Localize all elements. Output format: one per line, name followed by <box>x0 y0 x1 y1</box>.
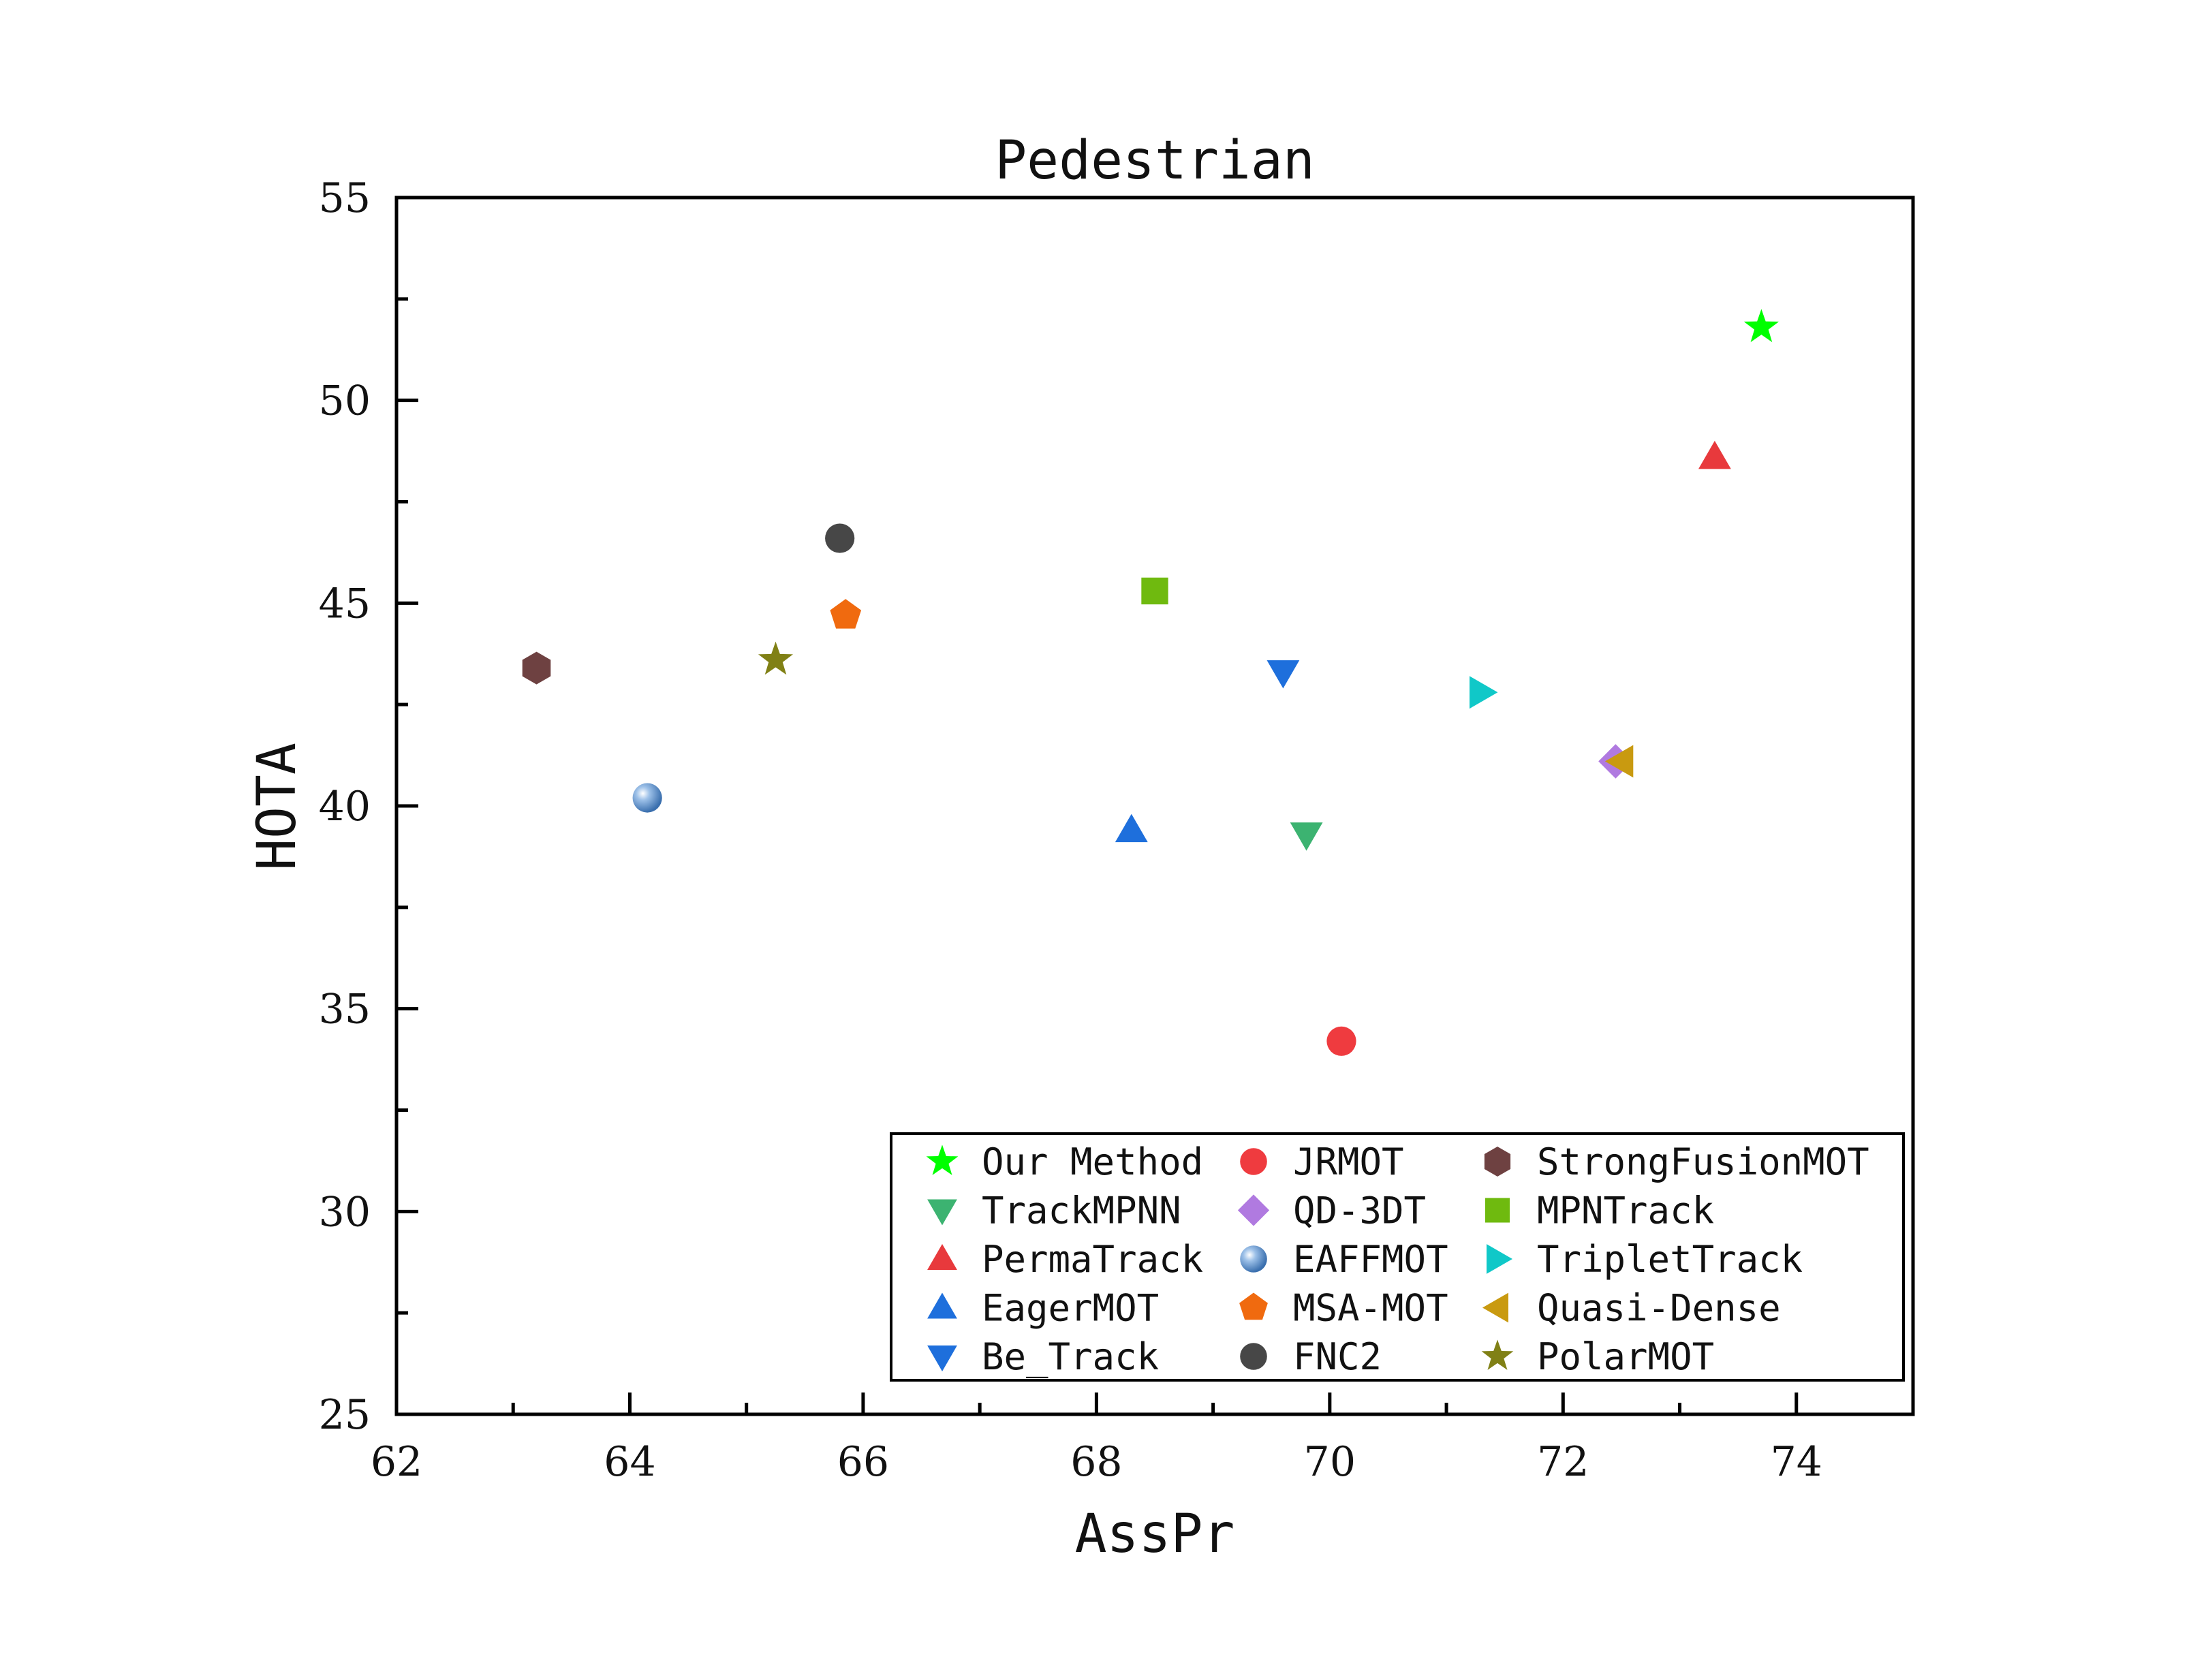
legend-label-eagermot: EagerMOT <box>982 1287 1159 1330</box>
legend-marker-jrmot <box>1240 1148 1267 1175</box>
legend-marker-qd-3dt <box>1237 1194 1270 1226</box>
point-our-method <box>1743 309 1779 343</box>
point-trackmpnn <box>1290 822 1323 851</box>
y-tick-label: 45 <box>319 580 371 627</box>
legend-marker-trackmpnn <box>927 1199 957 1226</box>
legend-marker-eagermot <box>927 1292 957 1319</box>
point-triplettrack <box>1470 676 1498 709</box>
y-tick-label: 30 <box>319 1188 371 1236</box>
point-be-track <box>1267 660 1300 689</box>
point-quasi-dense <box>1604 745 1634 778</box>
x-tick-label: 72 <box>1537 1438 1589 1486</box>
legend-marker-fnc2 <box>1240 1343 1267 1370</box>
point-eagermot <box>1115 813 1148 843</box>
legend-label-fnc2: FNC2 <box>1293 1335 1382 1378</box>
point-jrmot <box>1326 1026 1356 1056</box>
point-permatrack <box>1698 441 1731 469</box>
legend-label-quasi-dense: Quasi-Dense <box>1537 1287 1781 1330</box>
legend-marker-our-method <box>926 1145 959 1175</box>
legend-label-permatrack: PermaTrack <box>982 1238 1203 1281</box>
x-tick-label: 74 <box>1771 1438 1822 1486</box>
chart-title: Pedestrian <box>995 130 1315 191</box>
point-msa-mot <box>830 599 862 629</box>
legend-marker-permatrack <box>927 1244 957 1270</box>
legend-marker-quasi-dense <box>1482 1292 1508 1323</box>
x-tick-label: 70 <box>1304 1438 1356 1486</box>
legend-label-be-track: Be_Track <box>982 1335 1159 1378</box>
point-strongfusionmot <box>522 651 551 685</box>
x-tick-label: 68 <box>1070 1438 1122 1486</box>
x-axis-title: AssPr <box>1075 1504 1235 1565</box>
y-axis-title: HOTA <box>247 743 308 871</box>
legend-label-triplettrack: TripletTrack <box>1537 1238 1803 1281</box>
legend-marker-polarmot <box>1481 1339 1514 1370</box>
legend-marker-triplettrack <box>1487 1244 1512 1274</box>
legend-label-mpntrack: MPNTrack <box>1537 1189 1714 1232</box>
legend-label-strongfusionmot: StrongFusionMOT <box>1537 1140 1869 1183</box>
legend-label-polarmot: PolarMOT <box>1537 1335 1714 1378</box>
x-tick-label: 64 <box>604 1438 655 1486</box>
point-eaffmot <box>632 783 662 813</box>
legend-label-trackmpnn: TrackMPNN <box>982 1189 1181 1232</box>
y-tick-label: 25 <box>319 1391 371 1439</box>
legend-label-our-method: Our Method <box>982 1140 1203 1183</box>
legend-marker-eaffmot <box>1240 1245 1267 1273</box>
point-mpntrack <box>1141 577 1168 605</box>
y-tick-label: 50 <box>319 377 371 425</box>
y-tick-label: 55 <box>319 174 371 222</box>
legend-marker-mpntrack <box>1485 1198 1510 1223</box>
legend-marker-msa-mot <box>1239 1292 1268 1320</box>
legend-label-eaffmot: EAFFMOT <box>1293 1238 1448 1281</box>
legend-marker-strongfusionmot <box>1484 1147 1511 1177</box>
point-fnc2 <box>825 523 855 553</box>
y-tick-label: 40 <box>319 783 371 830</box>
point-polarmot <box>758 641 794 675</box>
legend-label-qd-3dt: QD-3DT <box>1293 1189 1426 1232</box>
x-tick-label: 66 <box>837 1438 889 1486</box>
plot-area: 62 64 66 68 70 72 74 25 30 35 40 45 50 55 <box>319 174 1915 1486</box>
legend-marker-be-track <box>927 1345 957 1371</box>
legend: Our Method TrackMPNN PermaTrack EagerMOT Be_… <box>890 1132 1905 1382</box>
legend-label-msa-mot: MSA-MOT <box>1293 1287 1448 1330</box>
y-tick-label: 35 <box>319 986 371 1033</box>
legend-frame <box>890 1132 1905 1382</box>
legend-label-jrmot: JRMOT <box>1293 1140 1404 1183</box>
x-tick-label: 62 <box>371 1438 422 1486</box>
